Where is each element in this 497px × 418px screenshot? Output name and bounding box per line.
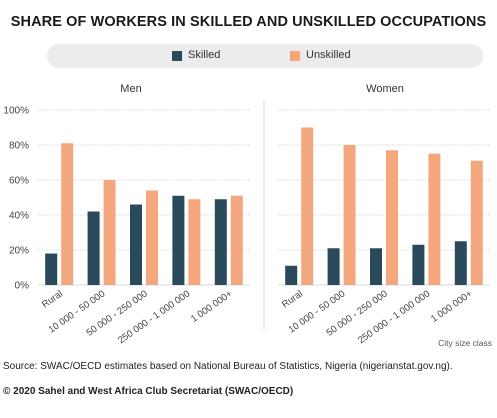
- bar-unskilled: [428, 153, 441, 285]
- bar-skilled: [285, 265, 298, 285]
- legend: Skilled Unskilled: [47, 44, 483, 68]
- x-tick-label: 250 000 - 1 000 000: [356, 288, 432, 346]
- bar-skilled: [370, 248, 382, 285]
- x-tick-label: Rural: [280, 288, 305, 310]
- source-note: Source: SWAC/OECD estimates based on Nat…: [3, 361, 453, 372]
- y-tick-label: 0%: [15, 281, 30, 292]
- x-tick-label: 1 000 000+: [429, 288, 475, 325]
- x-axis-label: City size class: [438, 338, 492, 348]
- bar-unskilled: [470, 160, 483, 285]
- bar-skilled: [412, 244, 425, 285]
- bar-skilled: [130, 204, 142, 285]
- x-tick-label: Rural: [40, 288, 65, 310]
- y-tick-label: 100%: [3, 106, 29, 117]
- bar-unskilled: [386, 150, 398, 285]
- bar-skilled: [87, 211, 100, 285]
- bar-unskilled: [188, 199, 201, 285]
- legend-label-unskilled: Unskilled: [306, 49, 351, 61]
- y-tick-label: 40%: [9, 211, 29, 222]
- bar-unskilled: [343, 145, 356, 285]
- bar-unskilled: [61, 143, 74, 285]
- bar-skilled: [45, 253, 58, 285]
- panel-title: Men: [120, 83, 141, 95]
- y-tick-label: 20%: [9, 246, 29, 257]
- panel-title: Women: [366, 83, 404, 95]
- bar-unskilled: [301, 127, 314, 285]
- legend-swatch-skilled: [172, 51, 182, 61]
- x-tick-label: 1 000 000+: [189, 288, 235, 325]
- y-tick-label: 80%: [9, 141, 29, 152]
- bar-skilled: [172, 195, 185, 285]
- y-tick-label: 60%: [9, 176, 29, 187]
- x-tick-label: 250 000 - 1 000 000: [116, 288, 192, 346]
- bar-unskilled: [146, 190, 158, 285]
- bar-skilled: [327, 248, 340, 285]
- bar-skilled: [454, 241, 467, 285]
- bar-skilled: [214, 199, 227, 285]
- legend-swatch-unskilled: [290, 51, 300, 61]
- copyright-note: © 2020 Sahel and West Africa Club Secret…: [3, 386, 294, 397]
- chart-title: SHARE OF WORKERS IN SKILLED AND UNSKILLE…: [10, 14, 487, 30]
- bar-unskilled: [103, 180, 116, 285]
- bar-unskilled: [230, 195, 243, 285]
- legend-label-skilled: Skilled: [188, 49, 221, 61]
